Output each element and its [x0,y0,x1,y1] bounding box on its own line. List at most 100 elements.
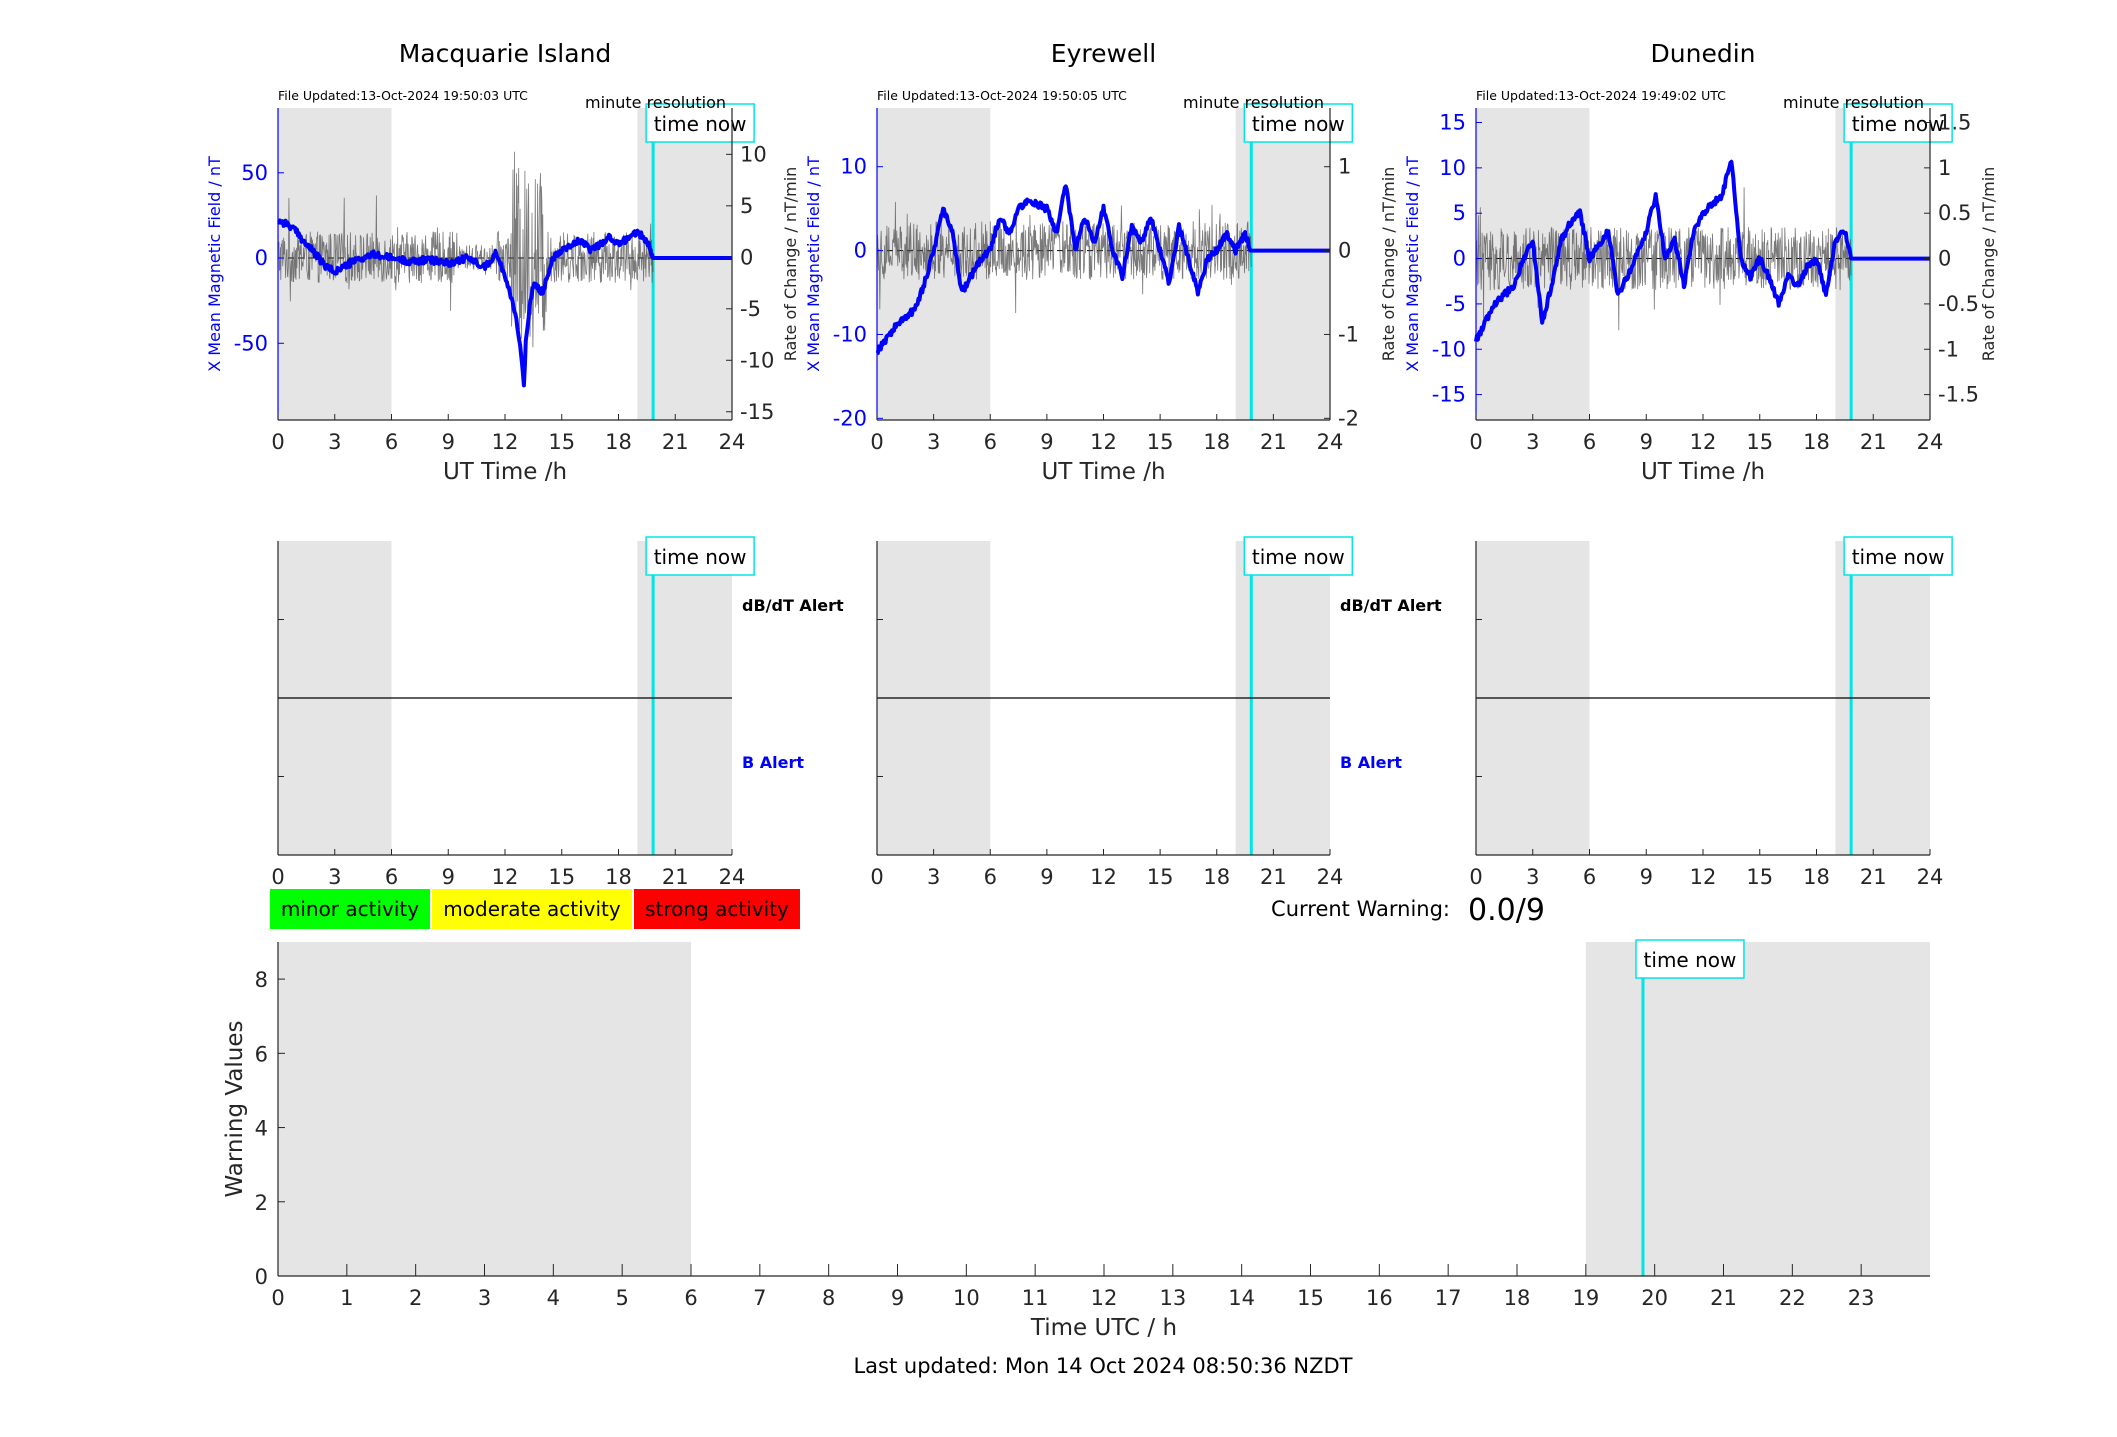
x-tick-label: 24 [1917,865,1944,889]
file-updated-text: File Updated:13-Oct-2024 19:49:02 UTC [1476,88,1726,103]
x-axis-label: UT Time /h [1041,459,1165,485]
chart-title: Eyrewell [1051,39,1156,68]
x-tick-label: 6 [385,865,398,889]
x-tick-label: 13 [1159,1286,1186,1310]
y-left-tick-label: -15 [1432,383,1466,407]
time-now-label-box [1243,103,1354,143]
x-tick-label: 15 [1297,1286,1324,1310]
x-tick-label: 15 [1147,430,1174,454]
alert-chart-2: time now 0 3 6 9 12 15 18 21 24 [1469,536,1953,889]
x-tick-label: 0 [271,865,284,889]
night-shade [1235,108,1330,420]
y-left-tick-label: 50 [241,161,268,185]
x-tick-label: 20 [1641,1286,1668,1310]
x-tick-label: 12 [492,865,519,889]
x-axis-label: UT Time /h [443,459,567,485]
y-right-tick-label: 0 [740,245,753,269]
x-tick-label: 21 [662,430,689,454]
x-tick-label: 2 [409,1286,422,1310]
x-tick-label: 21 [1860,430,1887,454]
station-chart-2: Dunedin File Updated:13-Oct-2024 19:49:02… [1403,39,1998,485]
x-tick-label: 10 [953,1286,980,1310]
x-tick-label: 21 [1860,865,1887,889]
y-right-tick-label: 10 [740,142,767,166]
time-now-label-box [1843,536,1953,576]
x-tick-label: 9 [442,430,455,454]
x-tick-label: 7 [753,1286,766,1310]
alert-chart-1: time now 0 3 6 9 12 15 18 21 24 dB/dT Alert B Alert [870,536,1442,889]
time-now-label: time now [1852,112,1945,136]
y-left-tick-label: 0 [255,246,268,270]
y-left-tick-label: -10 [1432,337,1466,361]
x-tick-label: 12 [1090,865,1117,889]
x-tick-label: 18 [605,865,632,889]
legend-label-moderate: moderate activity [443,897,621,921]
x-tick-label: 3 [328,430,341,454]
legend-label-minor: minor activity [281,897,419,921]
x-tick-label: 3 [328,865,341,889]
y-left-axis-label: X Mean Magnetic Field / nT [804,156,823,372]
last-updated-text: Last updated: Mon 14 Oct 2024 08:50:36 N… [853,1354,1352,1378]
y-right-tick-label: 1.5 [1938,111,1971,135]
x-tick-label: 0 [1469,865,1482,889]
y-right-tick-label: -1 [1338,322,1359,346]
x-tick-label: 3 [927,865,940,889]
night-shade [1476,108,1590,420]
chart-title: Macquarie Island [399,39,612,68]
x-tick-label: 9 [1640,430,1653,454]
x-tick-label: 24 [719,430,746,454]
legend-swatch-minor [270,889,430,929]
file-updated-text: File Updated:13-Oct-2024 19:50:03 UTC [278,88,528,103]
x-tick-label: 18 [1504,1286,1531,1310]
x-tick-label: 5 [615,1286,628,1310]
x-tick-label: 24 [1317,430,1344,454]
mean-field-line [1474,159,1931,342]
resolution-label: minute resolution [1183,93,1324,112]
time-now-label-box [1635,939,1745,979]
x-axis-label: Time UTC / h [1030,1315,1177,1341]
y-right-tick-label: 5 [740,194,753,218]
x-tick-label: 14 [1228,1286,1255,1310]
y-right-tick-label: -5 [740,297,761,321]
y-right-axis-label: Rate of Change / nT/min [781,167,800,362]
x-tick-label: 3 [478,1286,491,1310]
y-left-tick-label: 0 [854,239,867,263]
x-tick-label: 11 [1022,1286,1049,1310]
station-chart-1: Eyrewell File Updated:13-Oct-2024 19:50:0… [804,39,1398,485]
y-tick-label: 0 [255,1265,268,1289]
x-tick-label: 15 [548,865,575,889]
x-tick-label: 15 [1746,430,1773,454]
x-tick-label: 24 [719,865,746,889]
x-tick-label: 8 [822,1286,835,1310]
time-now-label: time now [654,112,747,136]
x-tick-label: 18 [1803,865,1830,889]
x-tick-label: 3 [1526,865,1539,889]
x-tick-label: 18 [1803,430,1830,454]
legend-swatch-moderate [432,889,632,929]
y-tick-label: 4 [255,1117,268,1141]
time-now-label: time now [1252,545,1345,569]
y-tick-label: 2 [255,1191,268,1215]
mean-field-line [276,218,733,388]
time-now-label-box [645,103,755,143]
x-tick-label: 6 [385,430,398,454]
dbdt-alert-label: dB/dT Alert [742,596,844,615]
y-right-tick-label: -1.5 [1938,383,1979,407]
x-tick-label: 0 [271,1286,284,1310]
x-tick-label: 15 [1147,865,1174,889]
x-tick-label: 21 [1260,865,1287,889]
x-tick-label: 6 [984,430,997,454]
alert-chart-0: time now 0 3 6 9 12 15 18 21 24 dB/dT Alert B Alert [271,536,844,889]
x-tick-label: 12 [1091,1286,1118,1310]
x-tick-label: 3 [1526,430,1539,454]
x-tick-label: 19 [1572,1286,1599,1310]
x-tick-label: 22 [1779,1286,1806,1310]
time-now-label: time now [1852,545,1945,569]
x-tick-label: 23 [1848,1286,1875,1310]
x-tick-label: 15 [1746,865,1773,889]
time-now-label: time now [1252,112,1345,136]
time-now-label: time now [1644,948,1737,972]
y-left-axis-label: X Mean Magnetic Field / nT [205,156,224,372]
x-axis-label: UT Time /h [1641,459,1765,485]
y-right-tick-label: 0 [1938,247,1951,271]
